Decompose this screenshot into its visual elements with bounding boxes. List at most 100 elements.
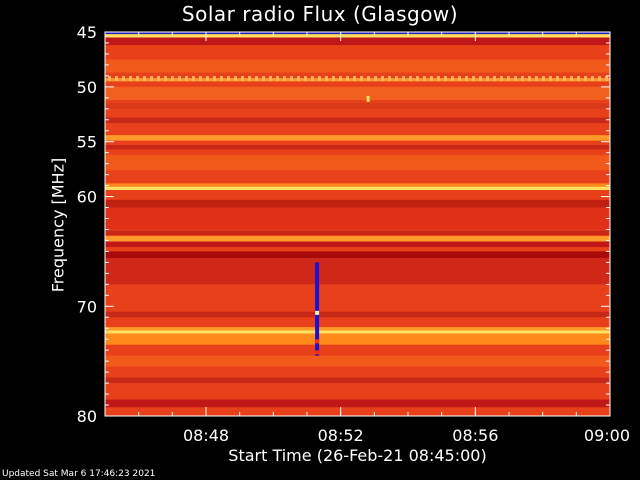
dotted-band-mark xyxy=(171,76,174,82)
dotted-band-mark xyxy=(227,76,230,82)
dotted-band-mark xyxy=(360,76,363,82)
frequency-band xyxy=(105,333,610,345)
dotted-band-mark xyxy=(514,76,517,82)
frequency-band xyxy=(105,327,610,331)
dotted-band-mark xyxy=(556,76,559,82)
dotted-band-mark xyxy=(430,76,433,82)
dotted-band-mark xyxy=(500,76,503,82)
dotted-band-mark xyxy=(577,76,580,82)
y-tick-label: 55 xyxy=(77,133,97,152)
dotted-band-mark xyxy=(458,76,461,82)
dotted-band-mark xyxy=(549,76,552,82)
dotted-band-mark xyxy=(465,76,468,82)
frequency-band xyxy=(105,78,610,82)
dotted-band-mark xyxy=(598,76,601,82)
dotted-band-mark xyxy=(395,76,398,82)
frequency-band xyxy=(105,34,610,38)
frequency-band xyxy=(105,355,610,367)
frequency-band xyxy=(105,330,610,334)
frequency-band xyxy=(105,103,610,109)
dotted-band-mark xyxy=(290,76,293,82)
x-axis-label: Start Time (26-Feb-21 08:45:00) xyxy=(228,446,487,465)
y-tick-label: 70 xyxy=(77,297,97,316)
y-tick-label: 50 xyxy=(77,78,97,97)
updated-timestamp: Updated Sat Mar 6 17:46:23 2021 xyxy=(2,469,156,479)
radio-burst xyxy=(315,262,320,356)
frequency-band xyxy=(105,241,610,248)
spectrogram-features xyxy=(108,76,608,356)
frequency-band xyxy=(105,86,610,101)
dotted-band-mark xyxy=(374,76,377,82)
dotted-band-mark xyxy=(325,76,328,82)
dotted-band-mark xyxy=(122,76,125,82)
dotted-band-mark xyxy=(129,76,132,82)
dotted-band-mark xyxy=(297,76,300,82)
dotted-band-mark xyxy=(570,76,573,82)
dotted-band-mark xyxy=(507,76,510,82)
dotted-band-mark xyxy=(521,76,524,82)
frequency-band xyxy=(105,258,610,285)
dotted-band-mark xyxy=(605,76,608,82)
burst-hot-pixel xyxy=(315,350,320,355)
x-tick-labels: 08:48 08:52 08:56 09:00 xyxy=(183,426,630,445)
frequency-band xyxy=(105,145,610,150)
dotted-band-mark xyxy=(150,76,153,82)
frequency-band xyxy=(105,377,610,384)
chart-title: Solar radio Flux (Glasgow) xyxy=(181,2,459,26)
dotted-band-mark xyxy=(346,76,349,82)
frequency-band xyxy=(105,183,610,187)
dotted-band-mark xyxy=(178,76,181,82)
frequency-band xyxy=(105,45,610,60)
plot-frame xyxy=(104,31,611,417)
dotted-band-mark xyxy=(409,76,412,82)
frequency-band xyxy=(105,230,610,235)
dotted-band-mark xyxy=(262,76,265,82)
dotted-band-mark xyxy=(423,76,426,82)
frequency-band xyxy=(105,154,610,171)
dotted-band-mark xyxy=(479,76,482,82)
dotted-band-mark xyxy=(528,76,531,82)
dotted-band-mark xyxy=(451,76,454,82)
dotted-band-mark xyxy=(304,76,307,82)
dotted-band-mark xyxy=(339,76,342,82)
dotted-band-mark xyxy=(115,76,118,82)
frequency-band xyxy=(105,199,610,208)
dotted-band-mark xyxy=(164,76,167,82)
frequency-band xyxy=(105,247,610,252)
dotted-band-mark xyxy=(283,76,286,82)
dotted-band-mark xyxy=(332,76,335,82)
dotted-band-mark xyxy=(185,76,188,82)
dotted-band-mark xyxy=(213,76,216,82)
dotted-band-mark xyxy=(234,76,237,82)
burst-hot-pixel xyxy=(315,339,320,344)
frequency-band xyxy=(105,186,610,190)
frequency-bands xyxy=(105,32,610,408)
x-tick-label: 09:00 xyxy=(584,426,630,445)
frequency-band xyxy=(105,399,610,408)
dotted-band-mark xyxy=(381,76,384,82)
dotted-band-mark xyxy=(437,76,440,82)
dotted-band-mark xyxy=(206,76,209,82)
dotted-band-mark xyxy=(563,76,566,82)
dotted-band-mark xyxy=(311,76,314,82)
bright-spot xyxy=(366,95,370,102)
dotted-band-mark xyxy=(542,76,545,82)
dotted-band-mark xyxy=(192,76,195,82)
dotted-band-mark xyxy=(318,76,321,82)
dotted-band-mark xyxy=(486,76,489,82)
frequency-band xyxy=(105,135,610,141)
dotted-band-mark xyxy=(269,76,272,82)
y-tick-label: 45 xyxy=(77,23,97,42)
dotted-band-mark xyxy=(143,76,146,82)
dotted-band-mark xyxy=(535,76,538,82)
frequency-band xyxy=(105,311,610,318)
x-tick-label: 08:52 xyxy=(318,426,364,445)
dotted-band-mark xyxy=(276,76,279,82)
frequency-band xyxy=(105,59,610,73)
dotted-band-mark xyxy=(136,76,139,82)
dotted-band-mark xyxy=(591,76,594,82)
frequency-band xyxy=(105,251,610,259)
y-tick-labels: 45 50 55 60 70 80 xyxy=(77,23,97,426)
burst-hot-pixel xyxy=(315,310,320,315)
